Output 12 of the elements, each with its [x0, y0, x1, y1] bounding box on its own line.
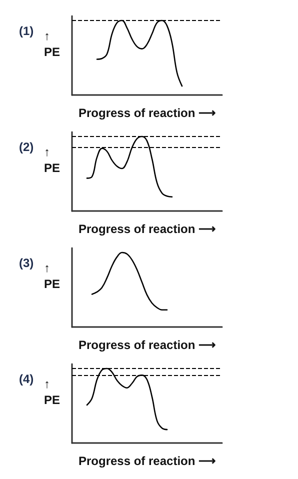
chart-title: (3)	[19, 256, 34, 270]
x-axis-title: Progress of reaction ⟶	[78, 106, 216, 120]
y-axis-title: ↑ PE	[44, 377, 60, 407]
x-axis-title: Progress of reaction ⟶	[78, 222, 216, 236]
y-axis-title: ↑ PE	[44, 29, 60, 59]
x-axis-title: Progress of reaction ⟶	[78, 338, 216, 352]
x-axis-title: Progress of reaction ⟶	[78, 454, 216, 468]
chart-title: (4)	[19, 372, 34, 386]
chart-title: (1)	[19, 24, 34, 38]
y-axis-title: ↑ PE	[44, 261, 60, 291]
y-axis-title: ↑ PE	[44, 145, 60, 175]
chart-title: (2)	[19, 140, 34, 154]
